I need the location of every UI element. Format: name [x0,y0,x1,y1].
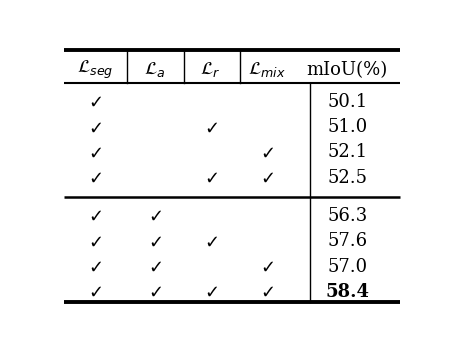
Text: $\checkmark$: $\checkmark$ [203,118,217,136]
Text: $\checkmark$: $\checkmark$ [88,207,102,225]
Text: 56.3: 56.3 [327,207,367,225]
Text: $\checkmark$: $\checkmark$ [259,283,273,301]
Text: $\checkmark$: $\checkmark$ [88,118,102,136]
Text: 57.6: 57.6 [327,232,367,251]
Text: $\checkmark$: $\checkmark$ [203,232,217,251]
Text: mIoU(%): mIoU(%) [306,61,387,79]
Text: $\checkmark$: $\checkmark$ [147,283,161,301]
Text: $\checkmark$: $\checkmark$ [259,143,273,161]
Text: $\checkmark$: $\checkmark$ [88,283,102,301]
Text: $\mathcal{L}_{seg}$: $\mathcal{L}_{seg}$ [77,59,113,81]
Text: $\checkmark$: $\checkmark$ [147,258,161,276]
Text: 51.0: 51.0 [327,118,367,136]
Text: $\checkmark$: $\checkmark$ [203,283,217,301]
Text: $\checkmark$: $\checkmark$ [88,258,102,276]
Text: $\mathcal{L}_{mix}$: $\mathcal{L}_{mix}$ [247,61,285,79]
Text: $\checkmark$: $\checkmark$ [88,169,102,187]
Text: 52.1: 52.1 [327,143,367,161]
Text: $\checkmark$: $\checkmark$ [88,93,102,111]
Text: $\checkmark$: $\checkmark$ [147,232,161,251]
Text: $\checkmark$: $\checkmark$ [88,143,102,161]
Text: $\checkmark$: $\checkmark$ [88,232,102,251]
Text: 57.0: 57.0 [327,258,367,276]
Text: $\mathcal{L}_{r}$: $\mathcal{L}_{r}$ [200,61,221,79]
Text: $\checkmark$: $\checkmark$ [147,207,161,225]
Text: 50.1: 50.1 [327,93,367,111]
Text: 52.5: 52.5 [327,169,366,187]
Text: $\checkmark$: $\checkmark$ [259,258,273,276]
Text: $\checkmark$: $\checkmark$ [259,169,273,187]
Text: 58.4: 58.4 [325,283,368,301]
Text: $\checkmark$: $\checkmark$ [203,169,217,187]
Text: $\mathcal{L}_{a}$: $\mathcal{L}_{a}$ [143,61,165,79]
